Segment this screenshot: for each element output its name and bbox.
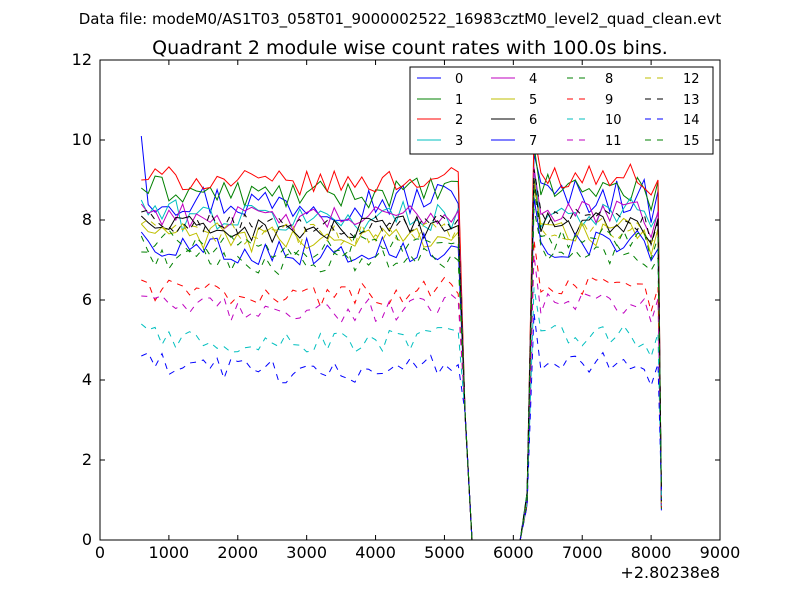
x-tick-label: 2000 [217, 543, 258, 562]
y-tick-label: 12 [72, 50, 92, 69]
legend-label: 14 [683, 113, 700, 128]
series-line-10 [140, 287, 662, 541]
x-tick-label: 1000 [149, 543, 190, 562]
series-line-1 [140, 145, 662, 541]
y-tick-label: 8 [82, 210, 92, 229]
legend-label: 11 [605, 134, 622, 149]
legend-label: 12 [683, 72, 700, 87]
x-tick-label: 3000 [286, 543, 327, 562]
series-line-12 [141, 178, 662, 541]
legend-label: 10 [605, 113, 622, 128]
legend-label: 1 [455, 93, 463, 108]
x-tick-label: 6000 [493, 543, 534, 562]
series-line-14 [141, 312, 662, 541]
legend-label: 7 [529, 134, 537, 149]
y-tick-label: 0 [82, 530, 92, 549]
legend-label: 8 [605, 72, 613, 87]
series-line-15 [140, 188, 662, 541]
series-line-0 [140, 135, 662, 541]
x-tick-label: 0 [95, 543, 105, 562]
y-tick-label: 4 [82, 370, 92, 389]
x-offset-label: +2.80238e8 [620, 563, 720, 582]
y-tick-label: 6 [82, 290, 92, 309]
suptitle: Data file: modeM0/AS1T03_058T01_90000025… [79, 10, 722, 29]
x-tick-label: 5000 [424, 543, 465, 562]
series-layer [140, 132, 662, 541]
x-tick-label: 8000 [631, 543, 672, 562]
y-tick-label: 2 [82, 450, 92, 469]
legend-label: 4 [529, 72, 537, 87]
legend-label: 13 [683, 93, 700, 108]
series-line-11 [141, 254, 662, 541]
series-line-6 [140, 178, 662, 541]
series-line-2 [141, 132, 662, 541]
series-line-4 [140, 167, 662, 541]
chart-title: Quadrant 2 module wise count rates with … [152, 37, 668, 59]
y-tick-label: 10 [72, 130, 92, 149]
series-line-13 [141, 169, 662, 541]
legend-label: 15 [683, 134, 700, 149]
legend-label: 9 [605, 93, 613, 108]
x-tick-label: 7000 [562, 543, 603, 562]
legend-label: 0 [455, 72, 463, 87]
series-line-5 [140, 186, 662, 541]
ticks-layer: 0 1000 2000 3000 4000 5000 6000 7000 8000 9000 0 2 4… [72, 50, 741, 562]
x-tick-label: 4000 [355, 543, 396, 562]
legend-label: 2 [455, 113, 463, 128]
x-tick-label: 9000 [700, 543, 741, 562]
legend-label: 6 [529, 113, 537, 128]
legend-label: 3 [455, 134, 463, 149]
series-line-7 [140, 197, 662, 541]
legend-label: 5 [529, 93, 537, 108]
